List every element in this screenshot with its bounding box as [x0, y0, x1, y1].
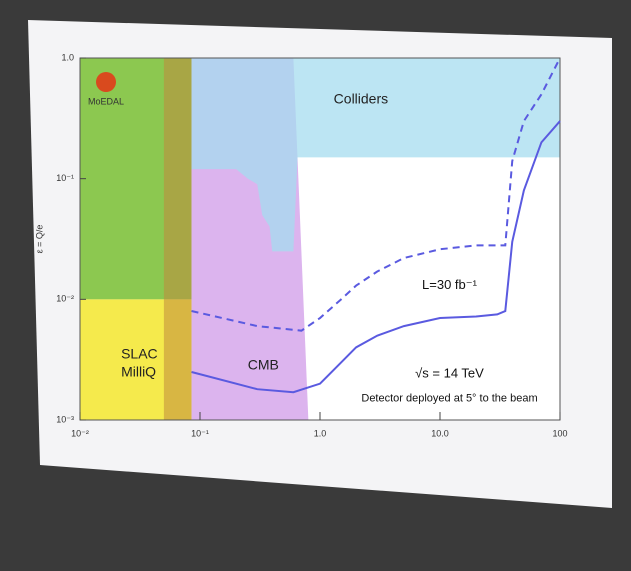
annotation: √s = 14 TeV — [415, 366, 484, 381]
y-tick-label: 10⁻³ — [56, 414, 74, 424]
region-label-line: SLAC — [121, 345, 158, 361]
region-label: Colliders — [334, 91, 388, 107]
x-tick-label: 10⁻¹ — [191, 428, 209, 438]
logo-text: MoEDAL — [88, 96, 124, 106]
region — [163, 58, 192, 420]
y-tick-label: 10⁻² — [56, 294, 74, 304]
annotation: L=30 fb⁻¹ — [422, 277, 478, 292]
logo-icon — [96, 72, 116, 92]
y-axis-label: ε = Q/e — [34, 225, 44, 254]
x-tick-label: 100 — [552, 428, 567, 438]
y-tick-label: 1.0 — [61, 52, 74, 62]
region — [80, 58, 192, 300]
region — [191, 58, 560, 252]
x-tick-label: 10.0 — [431, 428, 449, 438]
x-tick-label: 10⁻² — [71, 428, 89, 438]
region — [80, 299, 192, 420]
region-label: SLAC MilliQ — [121, 345, 158, 379]
region-label-line: MilliQ — [121, 363, 156, 379]
solid-line — [191, 120, 561, 394]
region-label: CMB — [248, 357, 279, 373]
y-tick-label: 10⁻¹ — [56, 173, 74, 183]
annotation: Detector deployed at 5° to the beam — [361, 393, 537, 405]
plot: SLAC MilliQ CMB Colliders 10⁻³ 10⁻² 10⁻¹ 1.0 10⁻… — [34, 52, 567, 438]
x-tick-label: 1.0 — [314, 428, 327, 438]
